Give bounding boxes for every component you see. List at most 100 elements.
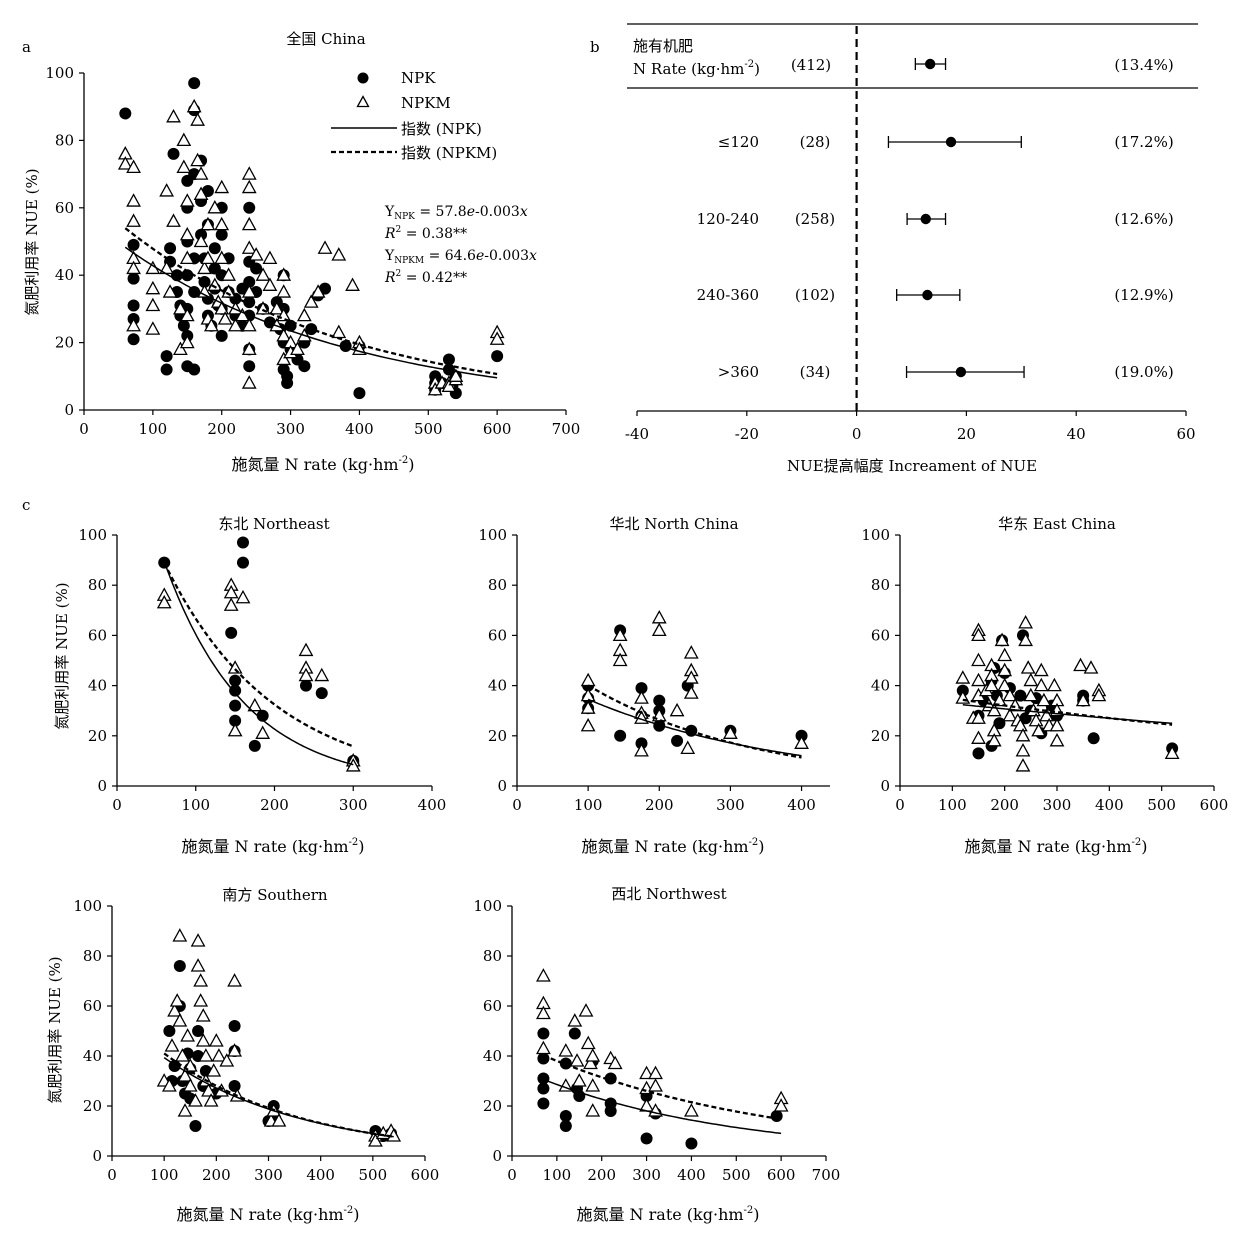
- chart-c1-title: 东北 Northeast: [218, 515, 329, 533]
- forest-x-tick-label: 60: [1176, 425, 1195, 443]
- chart-a-point-npkm: [276, 284, 292, 298]
- chart-c4-point-npkm: [180, 1028, 196, 1042]
- chart-c3-point-npkm: [986, 702, 1002, 717]
- chart-c5-x-tick-label: 200: [587, 1166, 616, 1184]
- panel-label-b: b: [590, 38, 600, 56]
- chart-c5-point-npkm: [536, 968, 551, 982]
- chart-c3-fit-npkm: [962, 698, 1173, 726]
- chart-a-xlabel: 施氮量 N rate (kg·hm-2): [231, 455, 414, 474]
- chart-c4-x-tick-label: 200: [202, 1166, 231, 1184]
- chart-c4-point-npkm: [219, 1053, 235, 1067]
- chart-c4-point-npk: [228, 1020, 241, 1032]
- chart-c3-point-npkm: [1023, 687, 1039, 702]
- chart-c3-point-npkm: [971, 652, 986, 667]
- chart-c5-point-npkm: [639, 1065, 654, 1080]
- chart-c3-point-npkm: [1018, 614, 1033, 629]
- chart-a-point-npkm: [117, 156, 133, 170]
- chart-c1-point-npkm: [345, 758, 361, 772]
- chart-a-point-npk: [127, 238, 140, 251]
- chart-c3-point-npkm: [1002, 707, 1018, 722]
- chart-a-point-npkm: [489, 331, 505, 345]
- forest-x-tick-label: 20: [957, 425, 976, 443]
- chart-c1-y-tick-label: 60: [88, 626, 107, 644]
- chart-a-national: 全国 China 0 100 200 300 400 500 600 700 0 20 40 60 80…: [23, 30, 580, 474]
- chart-a-point-npkm: [190, 152, 206, 167]
- chart-c4-point-npkm: [172, 928, 188, 942]
- chart-a-x-tick-label: 300: [276, 420, 305, 438]
- chart-a-point-npkm: [200, 216, 216, 231]
- chart-c2-point-npkm: [634, 743, 649, 757]
- chart-a-point-npkm: [190, 112, 206, 126]
- chart-c4-point-npkm: [208, 1033, 224, 1047]
- chart-a-point-npk: [127, 333, 140, 346]
- chart-c2-point-npkm: [580, 700, 596, 714]
- chart-c2-point-npkm: [669, 702, 685, 717]
- chart-c4-point-npkm: [182, 1078, 198, 1092]
- forest-x-tick-label: 40: [1067, 425, 1086, 443]
- chart-c1-point-npkm: [298, 667, 314, 682]
- chart-c4-y-tick-label: 100: [73, 897, 102, 915]
- chart-c4-point-npk: [163, 1025, 176, 1037]
- chart-c5-title: 西北 Northwest: [611, 885, 726, 903]
- chart-c5-point-npk: [559, 1120, 572, 1132]
- chart-c4-point-npk: [189, 1120, 202, 1132]
- chart-a-point-npkm: [214, 301, 230, 315]
- chart-a-point-npkm: [448, 368, 464, 382]
- chart-c5-point-npkm: [684, 1103, 699, 1117]
- chart-c5-point-npkm: [571, 1073, 587, 1087]
- chart-c3-point-npk: [1087, 732, 1100, 745]
- chart-c3-point-npk: [1014, 689, 1027, 702]
- chart-a-point-npk: [353, 387, 366, 400]
- chart-a-point-npkm: [241, 216, 257, 231]
- chart-c2-point-npk: [671, 734, 684, 747]
- chart-c1-point-npkm: [298, 642, 314, 657]
- chart-a-point-npkm: [145, 297, 161, 312]
- chart-a-point-npkm: [173, 301, 188, 315]
- chart-c4-point-npkm: [167, 1003, 182, 1017]
- chart-a-point-npk: [215, 228, 228, 241]
- chart-c4-point-npkm: [195, 1008, 211, 1022]
- chart-c5-point-npkm: [607, 1055, 623, 1070]
- chart-c1-x-tick-label: 100: [181, 796, 210, 814]
- chart-c5-point-npk: [537, 1072, 550, 1085]
- chart-c3-point-npkm: [1073, 657, 1088, 672]
- equation-npkm-r2: R2 = 0.42**: [384, 269, 467, 286]
- forest-row-n: (28): [800, 133, 831, 151]
- chart-a-point-npkm: [221, 267, 236, 281]
- chart-a-point-npkm: [173, 341, 188, 355]
- chart-c2-point-npkm: [651, 622, 667, 637]
- chart-c4-point-npkm: [161, 1078, 177, 1092]
- chart-a-point-npk: [177, 319, 190, 332]
- chart-a-point-npkm: [262, 250, 278, 265]
- chart-a-point-npkm: [203, 317, 219, 332]
- chart-c3-x-tick-label: 200: [990, 796, 1019, 814]
- chart-c2-point-npk: [653, 694, 666, 707]
- chart-c3-point-npkm: [1020, 660, 1036, 674]
- chart-c3-point-npkm: [986, 732, 1002, 747]
- chart-a-x-tick-label: 400: [345, 420, 374, 438]
- legend-fit-npk-label: 指数 (NPK): [401, 120, 482, 138]
- chart-c4-point-npkm: [164, 1038, 180, 1052]
- chart-c4-point-npkm: [169, 993, 185, 1007]
- chart-c2-point-npkm: [683, 685, 699, 699]
- chart-c3-point-npkm: [1091, 687, 1107, 702]
- chart-c1-fit-npk: [163, 561, 354, 766]
- chart-c3-point-npkm: [1018, 632, 1033, 647]
- forest-row-point: [945, 136, 957, 148]
- chart-c1-point-npkm: [227, 722, 243, 737]
- chart-c4-point-npkm: [175, 1048, 190, 1062]
- chart-c5-x-tick-label: 100: [543, 1166, 572, 1184]
- chart-a-point-npkm: [197, 284, 212, 298]
- chart-a-point-npkm: [207, 199, 223, 214]
- panel-label-a: a: [22, 38, 31, 56]
- chart-a-point-npkm: [145, 280, 161, 295]
- chart-c2-point-npk: [635, 682, 648, 695]
- chart-a-point-npkm: [303, 294, 319, 308]
- forest-row-pct: (12.6%): [1114, 210, 1173, 228]
- chart-c4-points: [156, 928, 402, 1147]
- chart-c5-point-npkm: [578, 1003, 594, 1017]
- chart-a-point-npk: [442, 353, 455, 366]
- chart-c5-point-npkm: [580, 1035, 596, 1050]
- chart-c5-points: [536, 968, 789, 1150]
- chart-c3-point-npkm: [1049, 732, 1065, 747]
